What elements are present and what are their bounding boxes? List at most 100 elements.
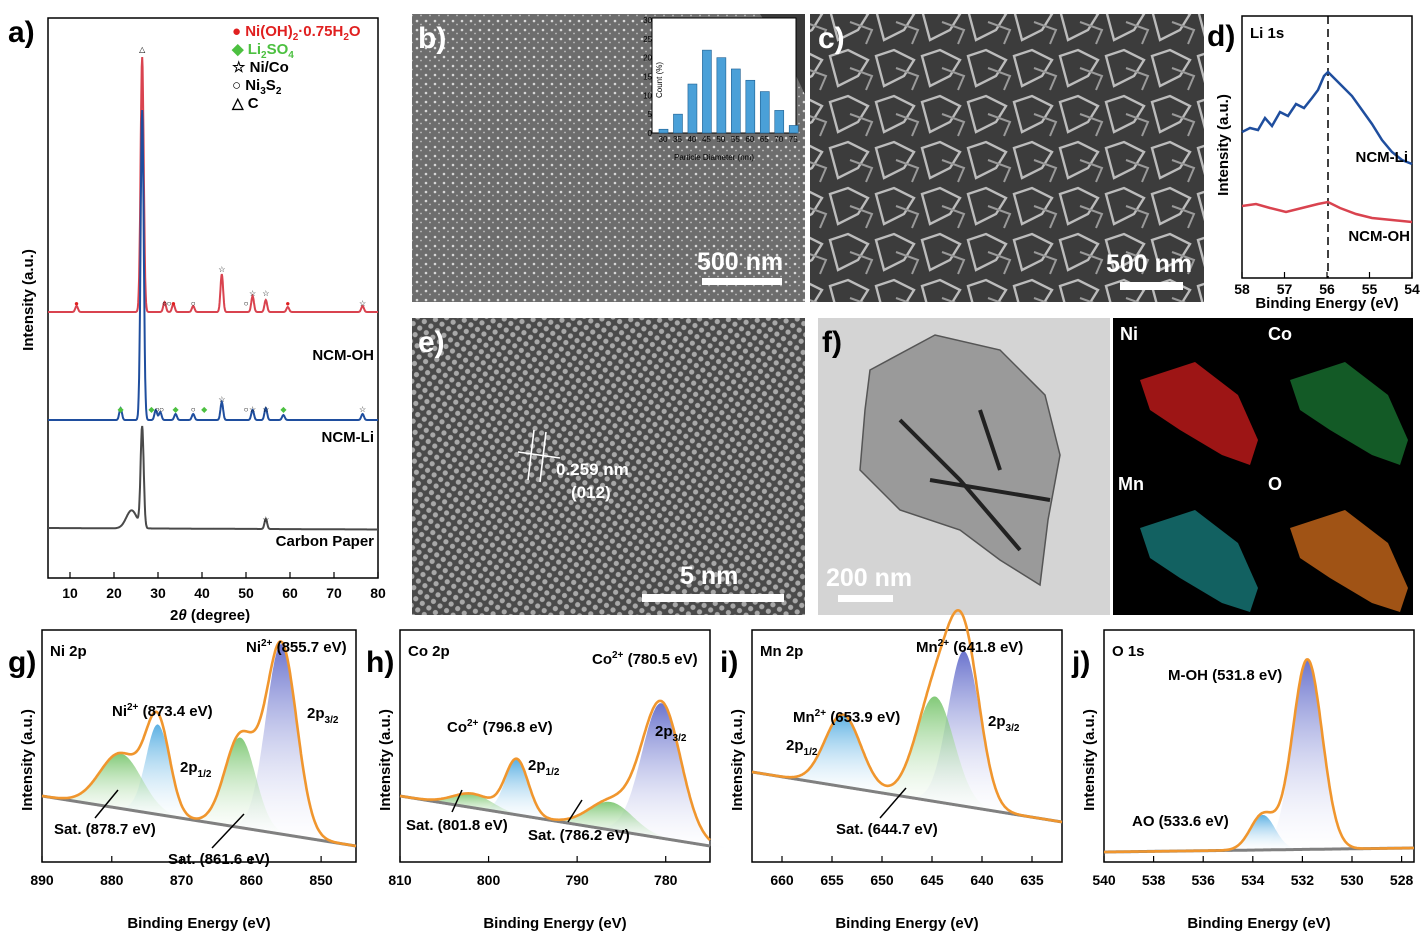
- x-tick-label: 870: [170, 872, 194, 888]
- panel-g: g) Ni 2p 890 880 870 860 850 Binding Energy (eV…: [8, 629, 357, 932]
- arrow: [94, 789, 119, 819]
- x-tick-label: 40: [194, 585, 210, 601]
- orbital-label-1-2: 2p1/2: [180, 759, 212, 780]
- legend-entry: ☆ Ni/Co: [232, 59, 289, 76]
- x-tick-label: 860: [240, 872, 264, 888]
- envelope-line: [399, 699, 711, 842]
- x-tick-label: 645: [920, 872, 944, 888]
- x-tick-label: 57: [1277, 281, 1293, 297]
- panel-g-y-label: Intensity (a.u.): [19, 709, 36, 811]
- histogram-bar: [759, 91, 770, 134]
- peak-label-secondary: AO (533.6 eV): [1132, 813, 1229, 830]
- histogram-y-tick: 20: [643, 54, 652, 63]
- x-tick-label: 10: [62, 585, 78, 601]
- peak-label-secondary: Ni2+ (873.4 eV): [112, 702, 213, 720]
- x-tick-label: 58: [1234, 281, 1250, 297]
- fit-component: [859, 696, 1011, 814]
- series-line-ncm-oh: [48, 56, 378, 313]
- panel-g-label: g): [8, 646, 36, 679]
- x-tick-label: 880: [100, 872, 124, 888]
- scale-bar-c: [1120, 282, 1183, 290]
- x-tick-label: 810: [388, 872, 412, 888]
- peak-marker: ○: [191, 405, 196, 414]
- histogram-x-tick: 60: [745, 135, 754, 144]
- scale-bar-label-f: 200 nm: [826, 564, 912, 592]
- x-tick-label: 56: [1319, 281, 1335, 297]
- peak-marker: ☆: [262, 515, 269, 524]
- panel-j: j) O 1s 540 538 536 534 532 530 528 Binding Energ…: [1071, 629, 1415, 932]
- series-line-ncm-li-d: [1241, 70, 1413, 166]
- panel-a-y-label: Intensity (a.u.): [20, 249, 37, 351]
- panel-h-y-label: Intensity (a.u.): [377, 709, 394, 811]
- peak-label-main: Co2+ (780.5 eV): [592, 650, 698, 668]
- panel-e-label: e): [418, 326, 445, 359]
- histogram-bars: 30 35 40 45 50 55 60 65 70 75 0 5 10 15 20 25 30: [643, 16, 799, 144]
- peak-marker: ☆: [262, 405, 269, 414]
- x-tick-label: 534: [1241, 872, 1265, 888]
- satellite-label-1: Sat. (644.7 eV): [836, 821, 938, 838]
- envelope-line: [751, 608, 1063, 824]
- peak-marker: ☆: [359, 405, 366, 414]
- scale-bar-f: [838, 595, 893, 602]
- arrow: [451, 789, 463, 813]
- panel-i-x-label: Binding Energy (eV): [835, 915, 978, 932]
- panel-b: b) 30 35 40 45 50 55 60 65 70 75 0 5 10 15 20 25 30 Coun…: [412, 14, 805, 302]
- orbital-label-1-2: 2p1/2: [786, 737, 818, 758]
- eds-label-o: O: [1268, 474, 1282, 494]
- background-line: [41, 794, 357, 848]
- eds-map-o: [1290, 510, 1408, 612]
- peak-marker: ☆: [359, 299, 366, 308]
- histogram-x-tick: 35: [673, 135, 682, 144]
- panel-j-y-label: Intensity (a.u.): [1081, 709, 1098, 811]
- peak-label-secondary: Co2+ (796.8 eV): [447, 718, 553, 736]
- panel-d-y-label: Intensity (a.u.): [1215, 94, 1232, 196]
- series-label-ncm-oh: NCM-OH: [312, 347, 374, 364]
- histogram-x-tick: 30: [659, 135, 668, 144]
- series-label-ncm-li: NCM-Li: [322, 429, 375, 446]
- series-label-carbon-paper: Carbon Paper: [276, 533, 375, 550]
- histogram-x-tick: 65: [760, 135, 769, 144]
- panel-j-title: O 1s: [1112, 643, 1145, 660]
- x-tick-label: 54: [1404, 281, 1420, 297]
- series-line-ncm-oh-d: [1241, 200, 1413, 224]
- x-tick-label: 70: [326, 585, 342, 601]
- panel-g-title: Ni 2p: [50, 643, 87, 660]
- series-line-carbon-paper: [48, 425, 378, 531]
- peak-marker: ◆: [201, 405, 208, 414]
- x-tick-label: 650: [870, 872, 894, 888]
- histogram-bar: [731, 68, 741, 134]
- satellite-label-1: Sat. (801.8 eV): [406, 817, 508, 834]
- peak-marker: ◆: [118, 405, 125, 414]
- histogram-bar: [673, 113, 683, 134]
- satellite-label-2: Sat. (861.6 eV): [168, 851, 270, 868]
- x-tick-label: 536: [1192, 872, 1216, 888]
- eds-label-co: Co: [1268, 324, 1292, 344]
- panel-h: h) Co 2p 810 800 790 780 Binding Energy (eV) In…: [366, 629, 740, 932]
- peak-marker: ●: [285, 299, 290, 308]
- x-tick-label: 640: [970, 872, 994, 888]
- peak-marker: ☆: [249, 289, 256, 298]
- histogram-x-tick: 70: [774, 135, 783, 144]
- arrow: [879, 787, 907, 819]
- x-tick-label: 528: [1390, 872, 1414, 888]
- envelope-line: [1104, 658, 1414, 854]
- peak-marker: ●: [74, 299, 79, 308]
- peak-marker: ○: [155, 405, 160, 414]
- envelope-line: [41, 640, 357, 848]
- panel-a-x-label: 2θ (degree): [170, 607, 250, 624]
- scale-bar-label-e: 5 nm: [680, 562, 738, 590]
- panel-b-label: b): [418, 22, 446, 55]
- panel-j-x-label: Binding Energy (eV): [1187, 915, 1330, 932]
- eds-map-mn: [1140, 510, 1258, 612]
- histogram-y-tick: 15: [643, 73, 652, 82]
- panel-f-label: f): [822, 326, 842, 359]
- satellite-label-1: Sat. (878.7 eV): [54, 821, 156, 838]
- histogram-x-tick: 55: [731, 135, 740, 144]
- panel-a-legend: ● Ni(OH)2·0.75H2O◆ Li2SO4☆ Ni/Co○ Ni3S2△…: [231, 23, 361, 112]
- peak-marker: ☆: [218, 395, 225, 404]
- histogram-bar: [716, 57, 727, 134]
- x-tick-label: 790: [565, 872, 589, 888]
- panel-h-title: Co 2p: [408, 643, 450, 660]
- x-tick-label: 635: [1020, 872, 1044, 888]
